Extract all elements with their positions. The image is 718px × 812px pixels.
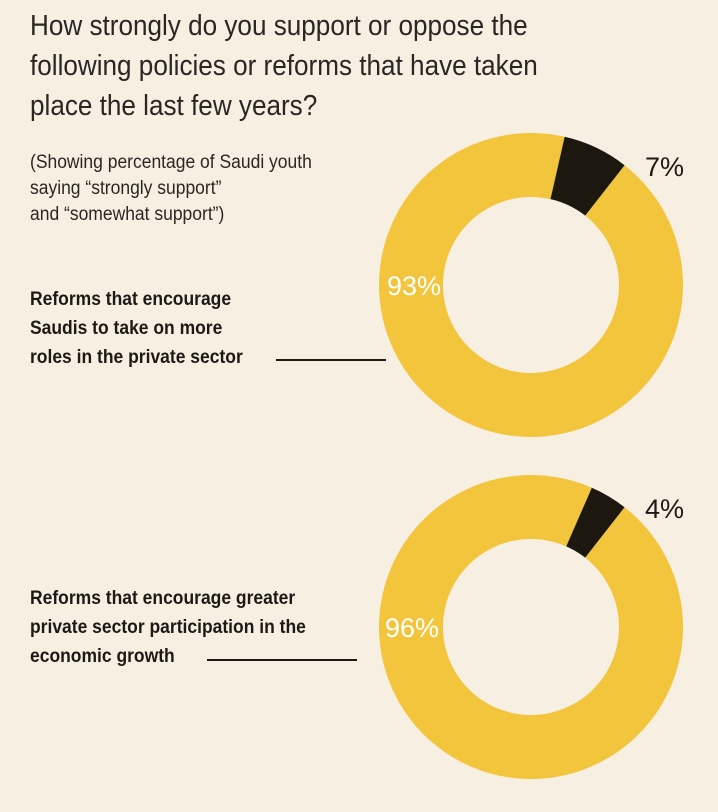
support-value-label-1: 93% [387, 271, 441, 301]
support-slice-1 [379, 133, 684, 438]
category-label-1: Reforms that encourage Saudis to take on… [30, 289, 243, 368]
other-slice-2 [566, 487, 625, 558]
leader-line-1 [276, 359, 386, 361]
category-label-2: Reforms that encourage greater private s… [30, 588, 306, 667]
other-slice-1 [550, 136, 625, 216]
leader-line-2 [207, 659, 357, 661]
chart-subtitle: (Showing percentage of Saudi youth sayin… [30, 152, 312, 225]
support-slice-2 [379, 475, 684, 779]
donut-chart-2: 96% 4% [379, 475, 684, 779]
donut-chart-1: 93% 7% [379, 133, 684, 438]
other-value-label-2: 4% [645, 494, 684, 524]
chart-title: How strongly do you support or oppose th… [30, 10, 538, 122]
other-value-label-1: 7% [645, 152, 684, 182]
support-value-label-2: 96% [385, 613, 439, 643]
